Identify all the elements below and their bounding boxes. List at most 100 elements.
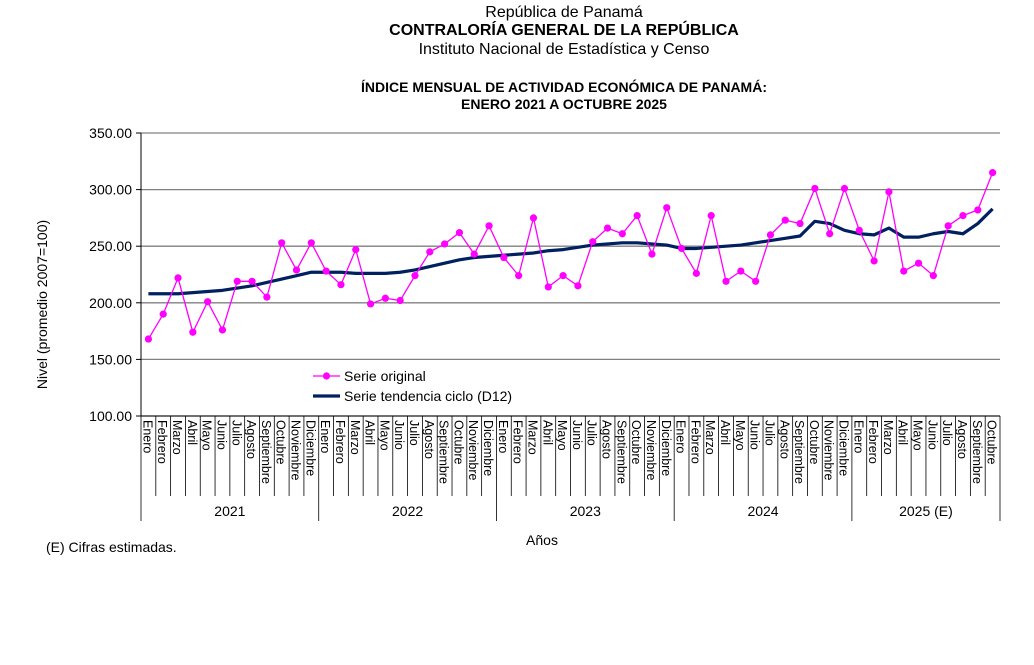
original-data-point [944, 222, 952, 230]
month-label: Febrero [155, 420, 169, 464]
original-data-point [144, 335, 153, 343]
y-tick-label: 150.00 [89, 351, 132, 367]
month-label: Marzo [525, 420, 539, 455]
month-label: Mayo [911, 420, 925, 451]
month-label: Mayo [555, 420, 569, 451]
original-data-point [174, 274, 182, 282]
original-data-point [248, 277, 256, 285]
month-label: Septiembre [437, 420, 451, 484]
original-data-point [900, 267, 908, 275]
original-data-point [233, 277, 241, 285]
month-label: Enero [851, 420, 865, 453]
original-data-point [737, 267, 745, 275]
original-data-point [426, 248, 434, 256]
month-label: Agosto [600, 420, 614, 459]
month-label: Abril [540, 420, 554, 445]
original-data-point [663, 204, 671, 212]
month-label: Octubre [985, 420, 999, 465]
original-data-point [381, 294, 389, 302]
month-label: Octubre [451, 420, 465, 465]
original-data-point [366, 300, 375, 308]
month-label: Marzo [881, 420, 895, 455]
original-data-point [796, 219, 804, 228]
month-label: Febrero [511, 420, 525, 464]
year-label: 2023 [570, 503, 601, 519]
month-label: Febrero [333, 420, 347, 464]
original-data-point [648, 250, 656, 258]
year-label: 2024 [747, 503, 778, 519]
original-data-point [766, 231, 775, 239]
y-tick-label: 250.00 [89, 238, 132, 254]
original-data-point [914, 259, 923, 267]
year-label: 2021 [214, 503, 245, 519]
month-label: Mayo [377, 420, 391, 451]
original-data-point [574, 282, 582, 290]
original-data-point [974, 206, 982, 214]
original-data-point [159, 310, 167, 318]
chart-title: ÍNDICE MENSUAL DE ACTIVIDAD ECONÓMICA DE… [360, 79, 767, 95]
original-data-point [411, 272, 419, 280]
original-data-point [840, 184, 849, 193]
month-label: Marzo [348, 420, 362, 455]
month-label: Enero [496, 420, 510, 453]
month-label: Noviembre [644, 420, 658, 480]
month-label: Enero [140, 420, 154, 453]
month-label: Septiembre [792, 420, 806, 484]
month-label: Junio [748, 420, 762, 450]
month-label: Julio [229, 420, 243, 446]
original-data-point [618, 230, 626, 238]
x-axis-label: Años [526, 532, 558, 548]
original-data-point [722, 277, 730, 285]
original-data-point [278, 239, 286, 247]
original-data-point [677, 244, 686, 253]
year-label: 2022 [392, 503, 423, 519]
original-data-point [263, 293, 271, 301]
original-data-point [485, 222, 493, 230]
y-tick-label: 100.00 [89, 408, 132, 424]
original-data-point [441, 240, 449, 248]
month-label: Octubre [629, 420, 643, 465]
month-label: Julio [762, 420, 776, 446]
month-label: Diciembre [836, 420, 850, 476]
month-label: Agosto [955, 420, 969, 459]
original-data-point [307, 239, 315, 247]
original-data-point [707, 212, 715, 220]
original-data-point [544, 283, 552, 291]
original-data-point [959, 212, 967, 220]
month-label: Diciembre [659, 420, 673, 476]
header-department: Instituto Nacional de Estadística y Cens… [418, 41, 710, 58]
original-data-point [515, 272, 523, 280]
legend-original-marker [322, 372, 331, 380]
y-tick-label: 300.00 [89, 182, 132, 198]
original-data-point [692, 269, 700, 277]
month-label: Febrero [866, 420, 880, 464]
month-label: Julio [585, 420, 599, 446]
legend-original-label: Serie original [344, 368, 426, 384]
y-tick-label: 350.00 [89, 125, 132, 141]
month-label: Junio [925, 420, 939, 450]
month-label: Septiembre [259, 420, 273, 484]
original-data-point [455, 229, 464, 237]
month-label: Junio [570, 420, 584, 450]
month-label: Septiembre [970, 420, 984, 484]
original-data-point [470, 250, 478, 258]
month-label: Mayo [733, 420, 747, 451]
original-data-point [529, 214, 538, 222]
y-axis-label: Nivel (promedio 2007=100) [34, 220, 50, 389]
y-tick-label: 200.00 [89, 295, 132, 311]
original-data-point [559, 272, 567, 280]
original-data-point [870, 257, 878, 265]
month-label: Agosto [777, 420, 791, 459]
month-label: Abril [718, 420, 732, 445]
original-data-point [811, 184, 819, 193]
month-label: Octubre [807, 420, 821, 465]
month-label: Marzo [170, 420, 184, 455]
original-series-line [147, 172, 994, 340]
year-label: 2025 (E) [899, 503, 953, 519]
month-label: Agosto [422, 420, 436, 459]
month-label: Enero [674, 420, 688, 453]
original-data-point [988, 169, 997, 177]
original-data-point [204, 298, 212, 306]
original-data-point [603, 224, 612, 232]
